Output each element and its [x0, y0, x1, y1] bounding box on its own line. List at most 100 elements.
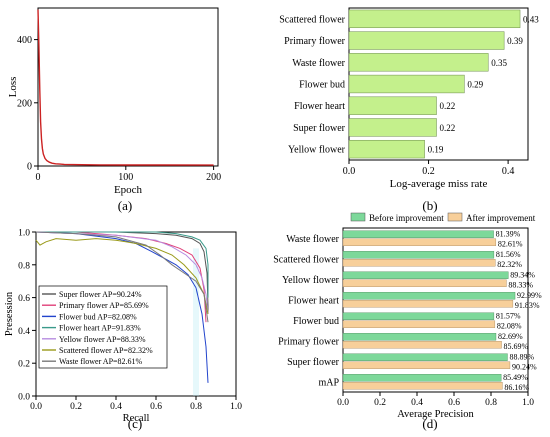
x-axis-label: Log-average miss rate	[390, 178, 488, 190]
category-label: Yellow flower	[282, 275, 340, 286]
bar-after	[342, 382, 503, 390]
x-axis-label: Recall	[123, 413, 150, 424]
miss-rate-bar	[348, 139, 425, 159]
caption-a: (a)	[118, 198, 132, 213]
bar-before	[342, 312, 495, 320]
loss-chart: 0 100 200 0 200 400 Epoch Loss	[7, 7, 221, 196]
x-tick-label: 0.0	[30, 402, 42, 412]
x-tick-label: 0.4	[411, 398, 423, 408]
category-label: Scattered flower	[279, 14, 345, 25]
legend-label: Primary flower AP=85.69%	[59, 301, 149, 310]
miss-rate-bar	[348, 96, 437, 115]
legend-label-after: After improvement	[466, 213, 536, 223]
value-label-before: 81.39%	[496, 229, 521, 238]
value-label-after: 90.24%	[512, 362, 537, 371]
value-label-after: 82.32%	[497, 260, 522, 269]
bar-before	[342, 271, 509, 279]
y-tick-label: 1.0	[18, 229, 30, 239]
value-label-before: 81.56%	[496, 250, 521, 259]
x-tick-label: 0.6	[448, 398, 460, 408]
value-label-before: 85.49%	[503, 373, 528, 382]
y-tick-label: 0.6	[18, 294, 30, 304]
bar-after	[342, 238, 497, 246]
x-tick-label: 0.8	[485, 398, 497, 408]
y-axis-label: Loss	[7, 77, 19, 98]
y-tick-label: 0.8	[18, 261, 30, 271]
bar-after	[342, 341, 502, 349]
miss-rate-bar	[348, 9, 521, 29]
x-tick-label: 100	[118, 172, 133, 183]
value-label-after: 85.69%	[504, 342, 529, 351]
x-tick-label: 1.0	[230, 402, 242, 412]
bar-after	[342, 300, 514, 308]
category-label: Super flower	[293, 123, 346, 134]
precision-recall-chart: 0.00.0 0.2 0.2 0.4 0.4 0.6 0.6 0.8 0.8 1.0 1.0 Supe…	[4, 229, 242, 425]
value-label-after: 91.83%	[515, 301, 540, 310]
legend-box	[38, 285, 168, 369]
value-label: 0.35	[491, 58, 507, 68]
average-precision-chart: Before improvement After improvement Waste…	[273, 212, 542, 420]
value-label-after: 82.08%	[497, 321, 522, 330]
category-label: Flower heart	[294, 101, 345, 112]
bar-before	[342, 333, 497, 341]
category-label: Scattered flower	[273, 254, 339, 265]
pr-curve	[35, 231, 209, 315]
category-label: Flower heart	[288, 295, 339, 306]
bar-after	[342, 320, 496, 328]
legend-label: Super flower AP=90.24%	[59, 290, 142, 299]
legend-label-before: Before improvement	[369, 213, 444, 223]
x-tick-label: 0.0	[343, 166, 356, 177]
category-label: Flower bud	[293, 316, 339, 327]
value-label-after: 86.16%	[504, 383, 529, 392]
legend-swatch-after	[447, 212, 463, 222]
pr-curve	[35, 238, 209, 315]
x-tick-label: 0	[36, 172, 41, 183]
category-label: Waste flower	[292, 58, 345, 69]
category-label: Primary flower	[278, 336, 339, 347]
x-axis-label: Epoch	[114, 184, 143, 196]
plot-frame	[37, 7, 219, 167]
value-label-before: 82.69%	[498, 332, 523, 341]
legend-swatch-before	[350, 212, 366, 222]
x-tick-label: 0.2	[422, 166, 435, 177]
category-label: Primary flower	[284, 36, 345, 47]
pr-curve	[35, 231, 209, 323]
caption-b: (b)	[422, 198, 437, 213]
category-label: Flower bud	[299, 80, 345, 91]
value-label-after: 82.61%	[498, 239, 523, 248]
miss-rate-bar	[348, 118, 437, 137]
y-axis-label: Presession	[4, 291, 15, 336]
y-tick-label: 400	[17, 35, 32, 46]
category-label: Yellow flower	[288, 145, 346, 156]
bar-before	[342, 292, 516, 300]
legend-label: Yellow flower AP=88.33%	[59, 335, 146, 344]
bar-before	[342, 230, 494, 238]
y-tick-label: 0.4	[18, 327, 30, 337]
value-label-after: 88.33%	[508, 280, 533, 289]
y-tick-label: 0	[27, 162, 32, 173]
value-label: 0.22	[440, 101, 456, 111]
x-tick-label: 1.0	[522, 398, 534, 408]
value-label-before: 88.89%	[509, 352, 534, 361]
miss-rate-bar	[348, 53, 489, 72]
pr-curve	[36, 231, 209, 298]
bar-before	[342, 353, 508, 361]
category-label: mAP	[318, 377, 339, 388]
category-label: Waste flower	[286, 234, 339, 245]
legend-label: Flower bud AP=82.08%	[59, 312, 137, 321]
value-label: 0.19	[428, 145, 444, 155]
legend-label: Flower heart AP=91.83%	[59, 324, 141, 333]
value-label: 0.43	[523, 14, 539, 24]
miss-rate-bar	[348, 31, 505, 50]
y-tick-label: 0.0	[18, 393, 30, 403]
x-tick-label: 0.4	[502, 166, 515, 177]
x-tick-label: 0.2	[70, 402, 82, 412]
value-label: 0.22	[440, 123, 456, 133]
x-axis-label: Average Precision	[397, 409, 474, 420]
x-tick-label: 200	[206, 172, 221, 183]
value-label-before: 89.34%	[510, 270, 535, 279]
bar-after	[342, 361, 511, 369]
value-label-before: 81.57%	[496, 311, 521, 320]
miss-rate-chart: Scattered flower 0.43 Primary flower 0.39 Wa…	[279, 7, 539, 190]
